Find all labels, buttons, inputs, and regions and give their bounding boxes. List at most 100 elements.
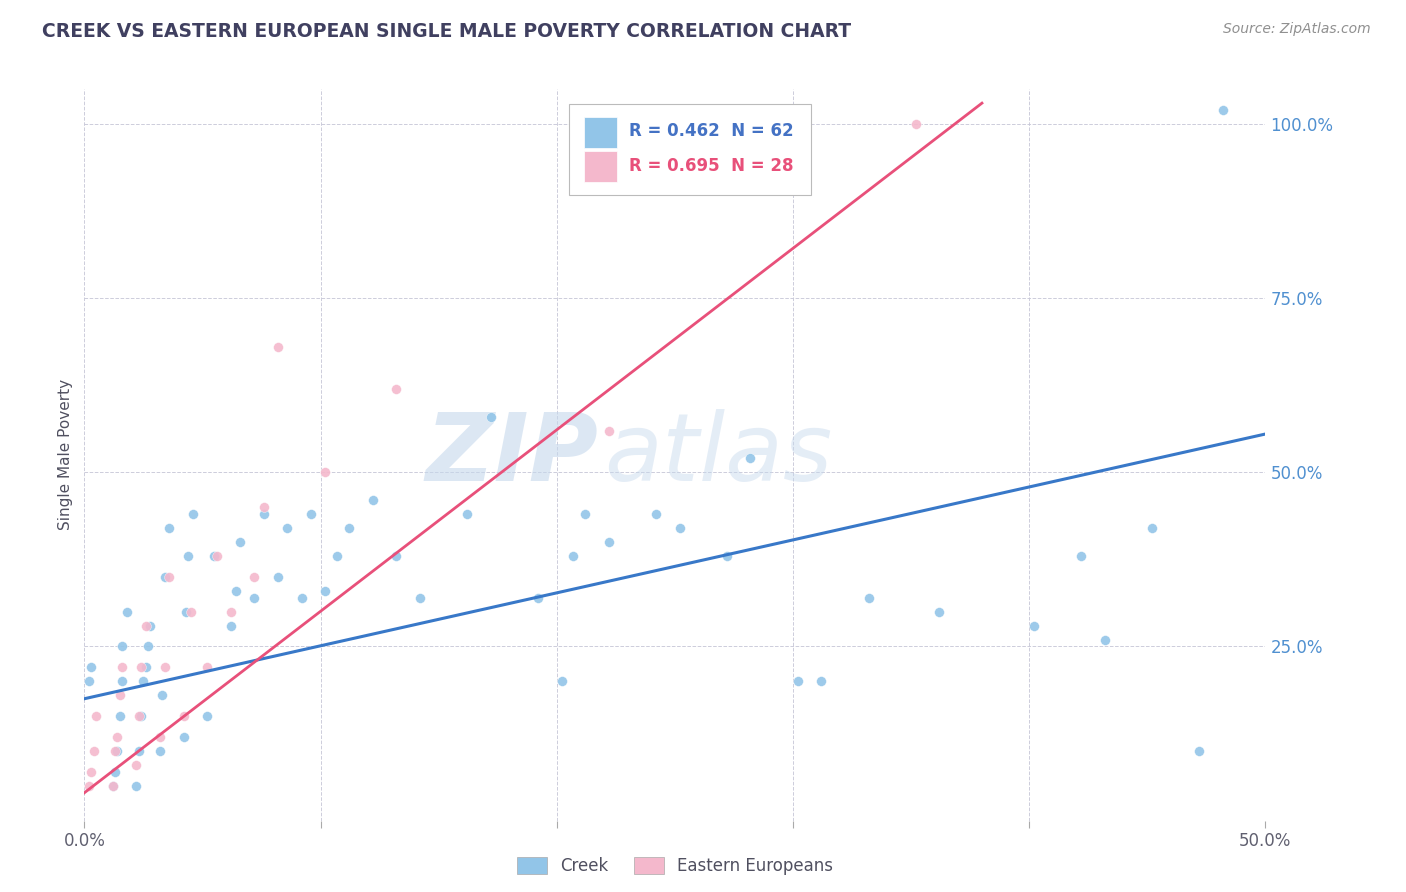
Point bbox=[195, 709, 218, 723]
Point bbox=[149, 730, 172, 744]
Point bbox=[267, 570, 290, 584]
Point bbox=[125, 758, 148, 772]
Point bbox=[385, 549, 408, 563]
Text: CREEK VS EASTERN EUROPEAN SINGLE MALE POVERTY CORRELATION CHART: CREEK VS EASTERN EUROPEAN SINGLE MALE PO… bbox=[42, 22, 851, 41]
Point bbox=[80, 764, 103, 779]
Point bbox=[128, 709, 150, 723]
Point bbox=[361, 493, 384, 508]
Point bbox=[253, 507, 276, 521]
Point bbox=[108, 688, 131, 702]
Point bbox=[132, 674, 155, 689]
Point bbox=[562, 549, 585, 563]
Point bbox=[136, 640, 159, 654]
Point bbox=[83, 744, 105, 758]
Point bbox=[108, 709, 131, 723]
Point bbox=[111, 674, 134, 689]
Text: Source: ZipAtlas.com: Source: ZipAtlas.com bbox=[1223, 22, 1371, 37]
Point bbox=[150, 688, 173, 702]
Point bbox=[174, 605, 197, 619]
Legend: Creek, Eastern Europeans: Creek, Eastern Europeans bbox=[510, 850, 839, 882]
Point bbox=[107, 744, 129, 758]
Point bbox=[598, 535, 620, 549]
Point bbox=[153, 660, 176, 674]
Point bbox=[904, 117, 927, 131]
Point bbox=[668, 521, 690, 535]
Point bbox=[716, 549, 738, 563]
Point bbox=[550, 674, 572, 689]
Point bbox=[740, 451, 762, 466]
Point bbox=[385, 382, 408, 396]
Point bbox=[243, 591, 266, 605]
Point bbox=[225, 583, 247, 598]
Text: atlas: atlas bbox=[605, 409, 832, 500]
Point bbox=[229, 535, 252, 549]
Point bbox=[1188, 744, 1211, 758]
Point bbox=[107, 730, 129, 744]
Point bbox=[253, 500, 276, 515]
Point bbox=[645, 507, 668, 521]
Point bbox=[115, 605, 138, 619]
Point bbox=[1140, 521, 1163, 535]
Point bbox=[858, 591, 880, 605]
Point bbox=[157, 521, 180, 535]
FancyBboxPatch shape bbox=[568, 103, 811, 195]
Point bbox=[84, 709, 107, 723]
Text: R = 0.695  N = 28: R = 0.695 N = 28 bbox=[628, 157, 793, 175]
Point bbox=[456, 507, 478, 521]
Point bbox=[276, 521, 298, 535]
Point bbox=[479, 409, 502, 424]
Point bbox=[409, 591, 432, 605]
Point bbox=[299, 507, 322, 521]
Point bbox=[111, 640, 134, 654]
Point bbox=[314, 583, 336, 598]
FancyBboxPatch shape bbox=[583, 152, 617, 182]
Point bbox=[1212, 103, 1234, 117]
Point bbox=[157, 570, 180, 584]
Point bbox=[104, 744, 127, 758]
Point bbox=[135, 618, 157, 632]
Point bbox=[129, 660, 152, 674]
Text: R = 0.462  N = 62: R = 0.462 N = 62 bbox=[628, 122, 793, 140]
Point bbox=[786, 674, 808, 689]
Point bbox=[77, 779, 100, 793]
Point bbox=[314, 466, 336, 480]
Point bbox=[219, 605, 242, 619]
Point bbox=[1022, 618, 1045, 632]
Point bbox=[101, 779, 124, 793]
Point bbox=[80, 660, 103, 674]
Point bbox=[527, 591, 550, 605]
Point bbox=[202, 549, 225, 563]
Point bbox=[337, 521, 360, 535]
Point bbox=[180, 605, 202, 619]
Point bbox=[125, 779, 148, 793]
Point bbox=[101, 779, 124, 793]
Point bbox=[149, 744, 172, 758]
Text: ZIP: ZIP bbox=[425, 409, 598, 501]
Point bbox=[243, 570, 266, 584]
Point bbox=[598, 424, 620, 438]
Point bbox=[195, 660, 218, 674]
Y-axis label: Single Male Poverty: Single Male Poverty bbox=[58, 379, 73, 531]
Point bbox=[267, 340, 290, 354]
Point bbox=[128, 744, 150, 758]
Point bbox=[77, 674, 100, 689]
Point bbox=[205, 549, 228, 563]
Point bbox=[129, 709, 152, 723]
Point bbox=[928, 605, 950, 619]
Point bbox=[181, 507, 204, 521]
Point bbox=[173, 709, 195, 723]
Point bbox=[219, 618, 242, 632]
FancyBboxPatch shape bbox=[583, 117, 617, 148]
Point bbox=[177, 549, 200, 563]
Point bbox=[153, 570, 176, 584]
Point bbox=[1094, 632, 1116, 647]
Point bbox=[291, 591, 314, 605]
Point bbox=[104, 764, 127, 779]
Point bbox=[135, 660, 157, 674]
Point bbox=[111, 660, 134, 674]
Point bbox=[326, 549, 349, 563]
Point bbox=[139, 618, 162, 632]
Point bbox=[574, 507, 596, 521]
Point bbox=[173, 730, 195, 744]
Point bbox=[1070, 549, 1092, 563]
